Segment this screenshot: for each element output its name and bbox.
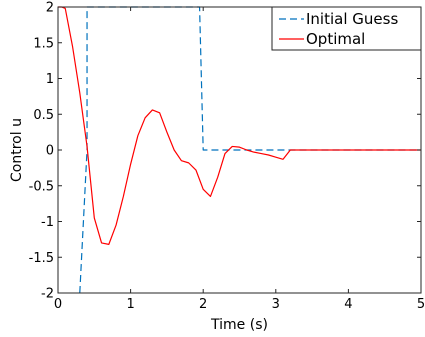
y-tick-label: -1 (41, 215, 54, 230)
x-tick-label: 3 (272, 297, 280, 312)
x-tick-label: 5 (417, 297, 425, 312)
y-tick-label: -0.5 (29, 179, 54, 194)
x-tick-label: 2 (199, 297, 207, 312)
x-tick-label: 4 (344, 297, 352, 312)
legend-label-optimal: Optimal (306, 30, 365, 48)
y-tick-label: 1 (46, 72, 54, 87)
y-tick-label: -1.5 (29, 251, 54, 266)
y-tick-label: 1.5 (33, 36, 54, 51)
ticks-layer: 0 1 2 3 4 5 -2 -1.5 -1 -0.5 0 0.5 1 1.5 2 (29, 1, 425, 313)
series-line-optimal (58, 6, 421, 245)
x-tick-label: 1 (126, 297, 134, 312)
x-axis-label: Time (s) (210, 317, 268, 333)
legend: Initial Guess Optimal (271, 6, 422, 51)
y-tick-label: -2 (41, 287, 54, 302)
y-tick-label: 0 (46, 144, 54, 159)
legend-box (271, 6, 422, 51)
x-tick-label: 0 (54, 297, 62, 312)
y-axis-label: Control u (9, 118, 25, 182)
y-tick-label: 2 (46, 1, 54, 16)
legend-label-initial-guess: Initial Guess (306, 10, 398, 28)
y-tick-label: 0.5 (33, 108, 54, 123)
